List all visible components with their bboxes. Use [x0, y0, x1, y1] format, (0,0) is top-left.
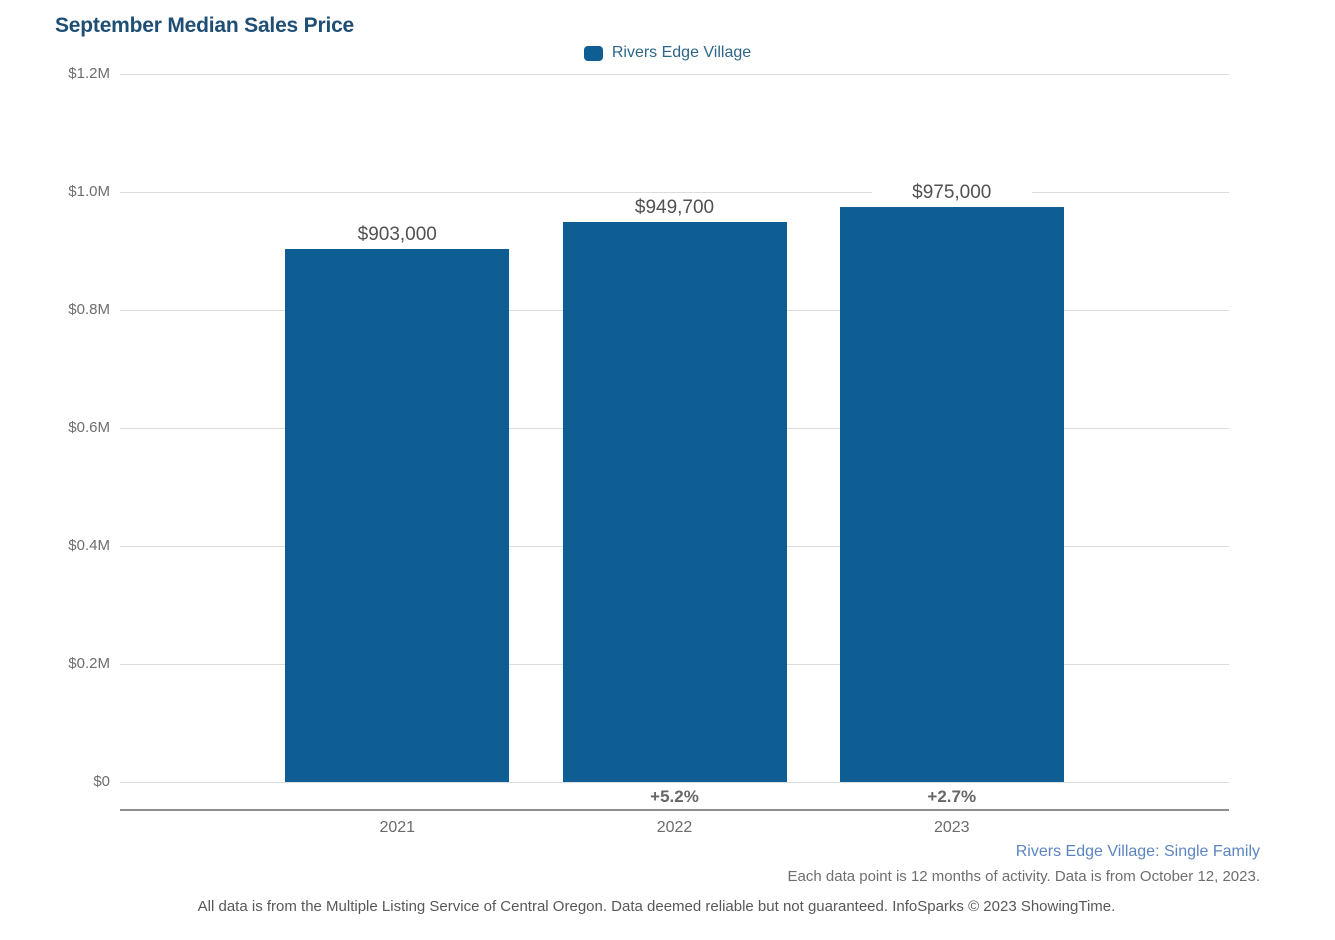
bar-value-label: $949,700 — [594, 195, 755, 220]
y-axis-tick-label: $1.2M — [68, 65, 110, 82]
y-axis-tick-label: $0 — [93, 773, 110, 790]
y-axis-tick-label: $1.0M — [68, 183, 110, 200]
y-axis-tick-label: $0.6M — [68, 419, 110, 436]
disclaimer: All data is from the Multiple Listing Se… — [197, 898, 1116, 915]
gridline — [120, 191, 1229, 193]
x-axis-line — [120, 809, 1229, 811]
gridline — [120, 73, 1229, 75]
chart-title: September Median Sales Price — [55, 14, 355, 37]
y-axis-tick-label: $0.8M — [68, 301, 110, 318]
legend-label[interactable]: Rivers Edge Village — [611, 44, 752, 61]
y-axis-tick-label: $0.2M — [68, 655, 110, 672]
gridline — [120, 781, 1229, 783]
x-axis-tick-label: 2021 — [379, 819, 416, 836]
bar-value-label: $903,000 — [317, 223, 478, 248]
pct-change-label: +5.2% — [650, 787, 699, 806]
legend-swatch-icon[interactable] — [583, 45, 603, 61]
bar-2021[interactable] — [285, 249, 510, 782]
plot-area: $903,000 $949,700 $975,000 — [120, 73, 1229, 783]
y-axis-tick-label: $0.4M — [68, 537, 110, 554]
bar-2023[interactable] — [839, 206, 1064, 782]
x-axis-tick-label: 2023 — [933, 819, 970, 836]
data-note: Each data point is 12 months of activity… — [787, 868, 1260, 885]
series-description: Rivers Edge Village: Single Family — [1015, 843, 1260, 860]
x-axis-tick-label: 2022 — [656, 819, 693, 836]
legend: Rivers Edge Village — [0, 44, 1335, 62]
bar-2022[interactable] — [562, 221, 787, 782]
pct-change-label: +2.7% — [927, 787, 977, 806]
bar-value-label: $975,000 — [871, 180, 1032, 205]
